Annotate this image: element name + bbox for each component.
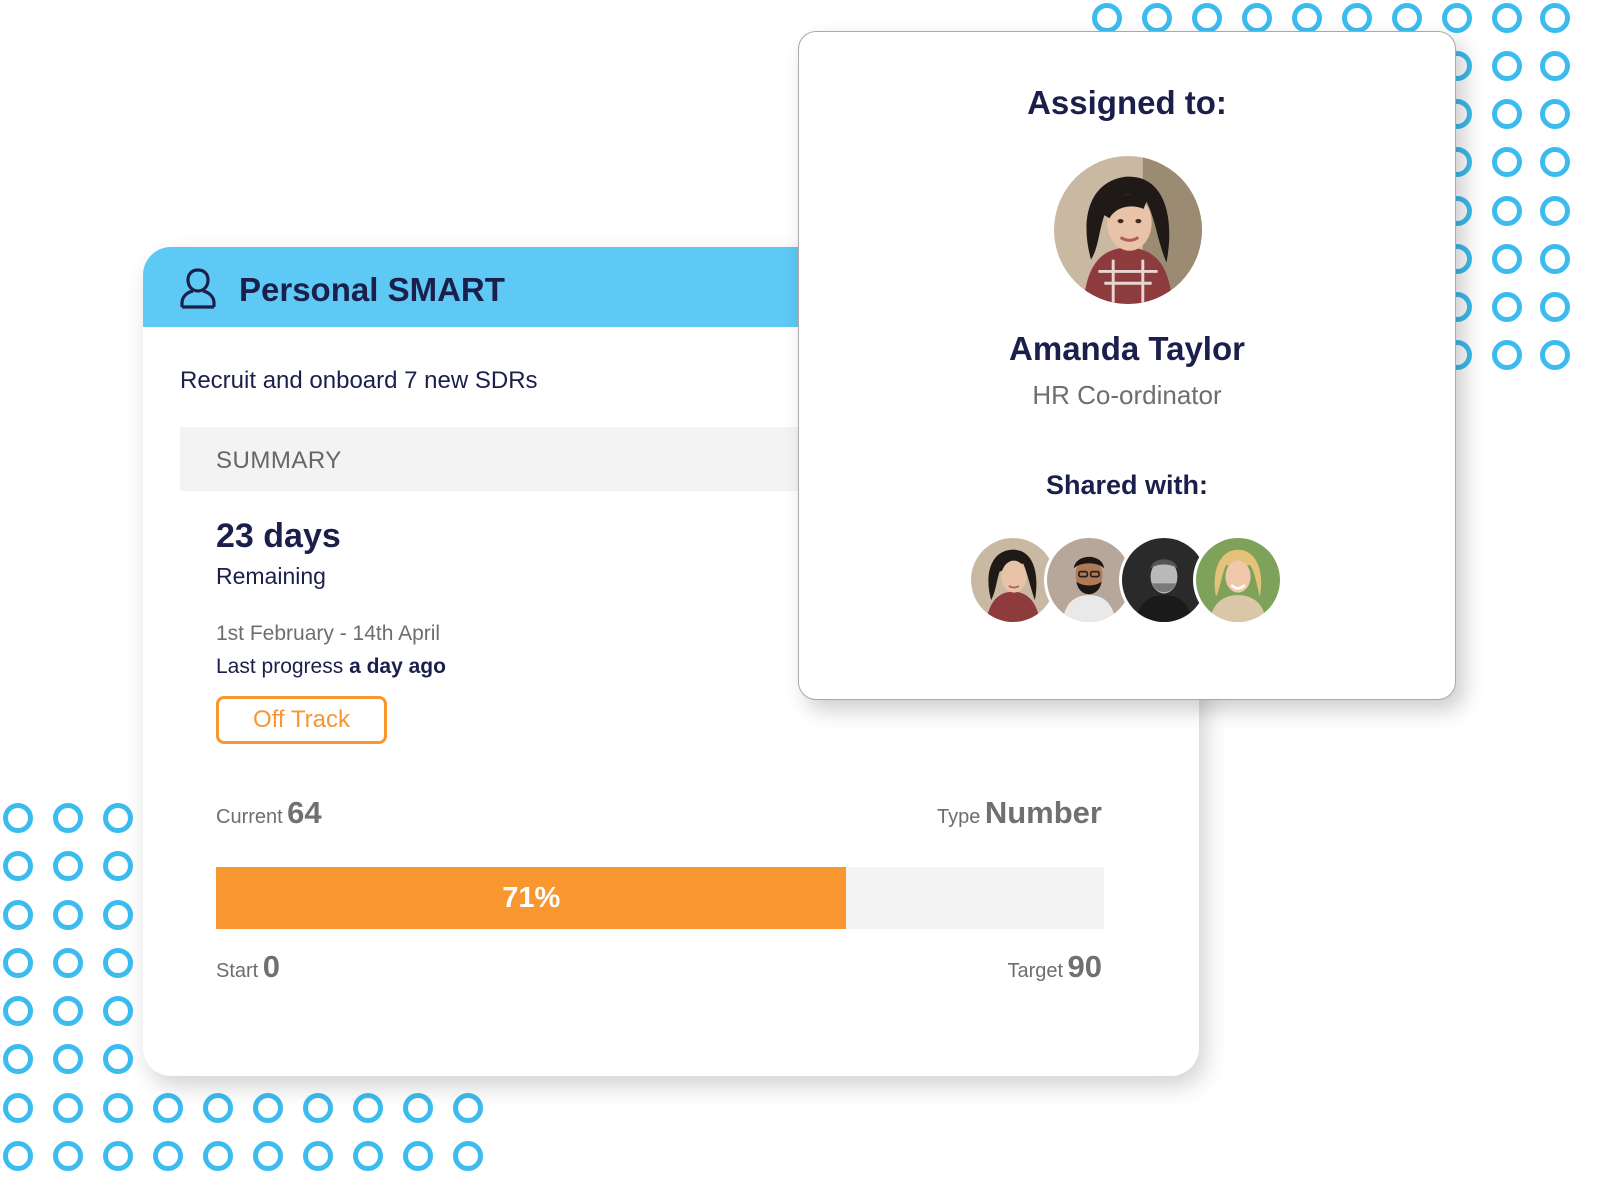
decorative-circle [1142,3,1172,33]
decorative-circle [203,1093,233,1123]
decorative-circle [1292,3,1322,33]
decorative-circle [1092,3,1122,33]
assignee-role: HR Co-ordinator [1032,380,1222,410]
decorative-circle [1540,99,1570,129]
decorative-circle [103,948,133,978]
decorative-circle [1392,3,1422,33]
days-remaining-value: 23 days [216,517,341,555]
decorative-circle [1492,244,1522,274]
decorative-circle [3,996,33,1026]
shared-avatar-1[interactable] [968,535,1058,625]
decorative-circle [403,1093,433,1123]
decorative-circle [303,1093,333,1123]
decorative-circle [3,803,33,833]
decorative-circle [53,900,83,930]
target-value: 90 [1067,949,1102,984]
summary-label: SUMMARY [216,447,342,474]
goal-title: Personal SMART [239,271,505,308]
decorative-circle [103,851,133,881]
decorative-circle [253,1093,283,1123]
current-label: Current [216,806,283,828]
decorative-circle [53,948,83,978]
decorative-circle [1192,3,1222,33]
target-value-row: Target 90 [1007,949,1102,985]
decorative-circle [1540,147,1570,177]
decorative-circle [103,1044,133,1074]
decorative-circle [1492,147,1522,177]
shared-avatar-2[interactable] [1044,535,1134,625]
assignment-card: Assigned to: Amanda Taylor HR Co-ordinat… [798,31,1456,700]
user-icon [180,268,216,309]
decorative-circle [153,1141,183,1171]
goal-description: Recruit and onboard 7 new SDRs [180,367,538,394]
type-row: Type Number [937,795,1102,831]
decorative-circle [1442,3,1472,33]
status-badge[interactable]: Off Track [216,696,387,744]
progress-percentage: 71% [502,882,561,914]
decorative-circle [53,1044,83,1074]
progress-bar-fill [216,867,847,929]
type-label: Type [937,806,981,828]
decorative-circle [1492,292,1522,322]
decorative-circle [1540,340,1570,370]
date-range: 1st February - 14th April [216,622,441,645]
decorative-circle [103,996,133,1026]
assignee-name: Amanda Taylor [1009,330,1245,367]
decorative-circle [3,1093,33,1123]
current-value-row: Current 64 [216,795,322,831]
decorative-circle [3,851,33,881]
decorative-circle [1492,3,1522,33]
decorative-circle [353,1141,383,1171]
decorative-circle [1242,3,1272,33]
last-progress-label: Last progress [216,655,350,678]
decorative-circle [253,1141,283,1171]
decorative-circle [1540,51,1570,81]
decorative-circle [1342,3,1372,33]
type-value: Number [984,795,1102,830]
last-progress-value: a day ago [349,655,446,678]
last-progress: Last progress a day ago [216,655,446,679]
decorative-circle [1492,99,1522,129]
decorative-circle [53,803,83,833]
decorative-circle [353,1093,383,1123]
decorative-circle [1492,51,1522,81]
decorative-circle [1540,244,1570,274]
decorative-circle [403,1141,433,1171]
decorative-circle [153,1093,183,1123]
target-label: Target [1007,960,1064,982]
decorative-circle [53,1093,83,1123]
decorative-circle [453,1093,483,1123]
decorative-circle [103,900,133,930]
decorative-circle [303,1141,333,1171]
current-value: 64 [287,795,322,830]
decorative-circle [103,803,133,833]
decorative-circle [3,1141,33,1171]
days-remaining-label: Remaining [216,563,326,589]
progress-bar: 71% [216,867,1104,929]
decorative-circle [103,1141,133,1171]
decorative-circle [1492,340,1522,370]
decorative-circle [1540,292,1570,322]
start-value-row: Start 0 [216,949,280,985]
shared-with-title: Shared with: [1045,470,1208,500]
decorative-circle [453,1141,483,1171]
decorative-circle [203,1141,233,1171]
decorative-circle [103,1093,133,1123]
assignee-avatar[interactable] [1054,156,1202,304]
decorative-circle [3,948,33,978]
decorative-circle [53,996,83,1026]
assigned-to-title: Assigned to: [1027,84,1227,121]
decorative-circle [53,851,83,881]
decorative-circle [53,1141,83,1171]
start-label: Start [216,960,259,982]
decorative-circle [1540,3,1570,33]
decorative-circle [3,1044,33,1074]
decorative-circle [1492,196,1522,226]
shared-avatar-4[interactable] [1193,535,1283,625]
decorative-circle [1540,196,1570,226]
decorative-circle [3,900,33,930]
start-value: 0 [262,949,280,984]
